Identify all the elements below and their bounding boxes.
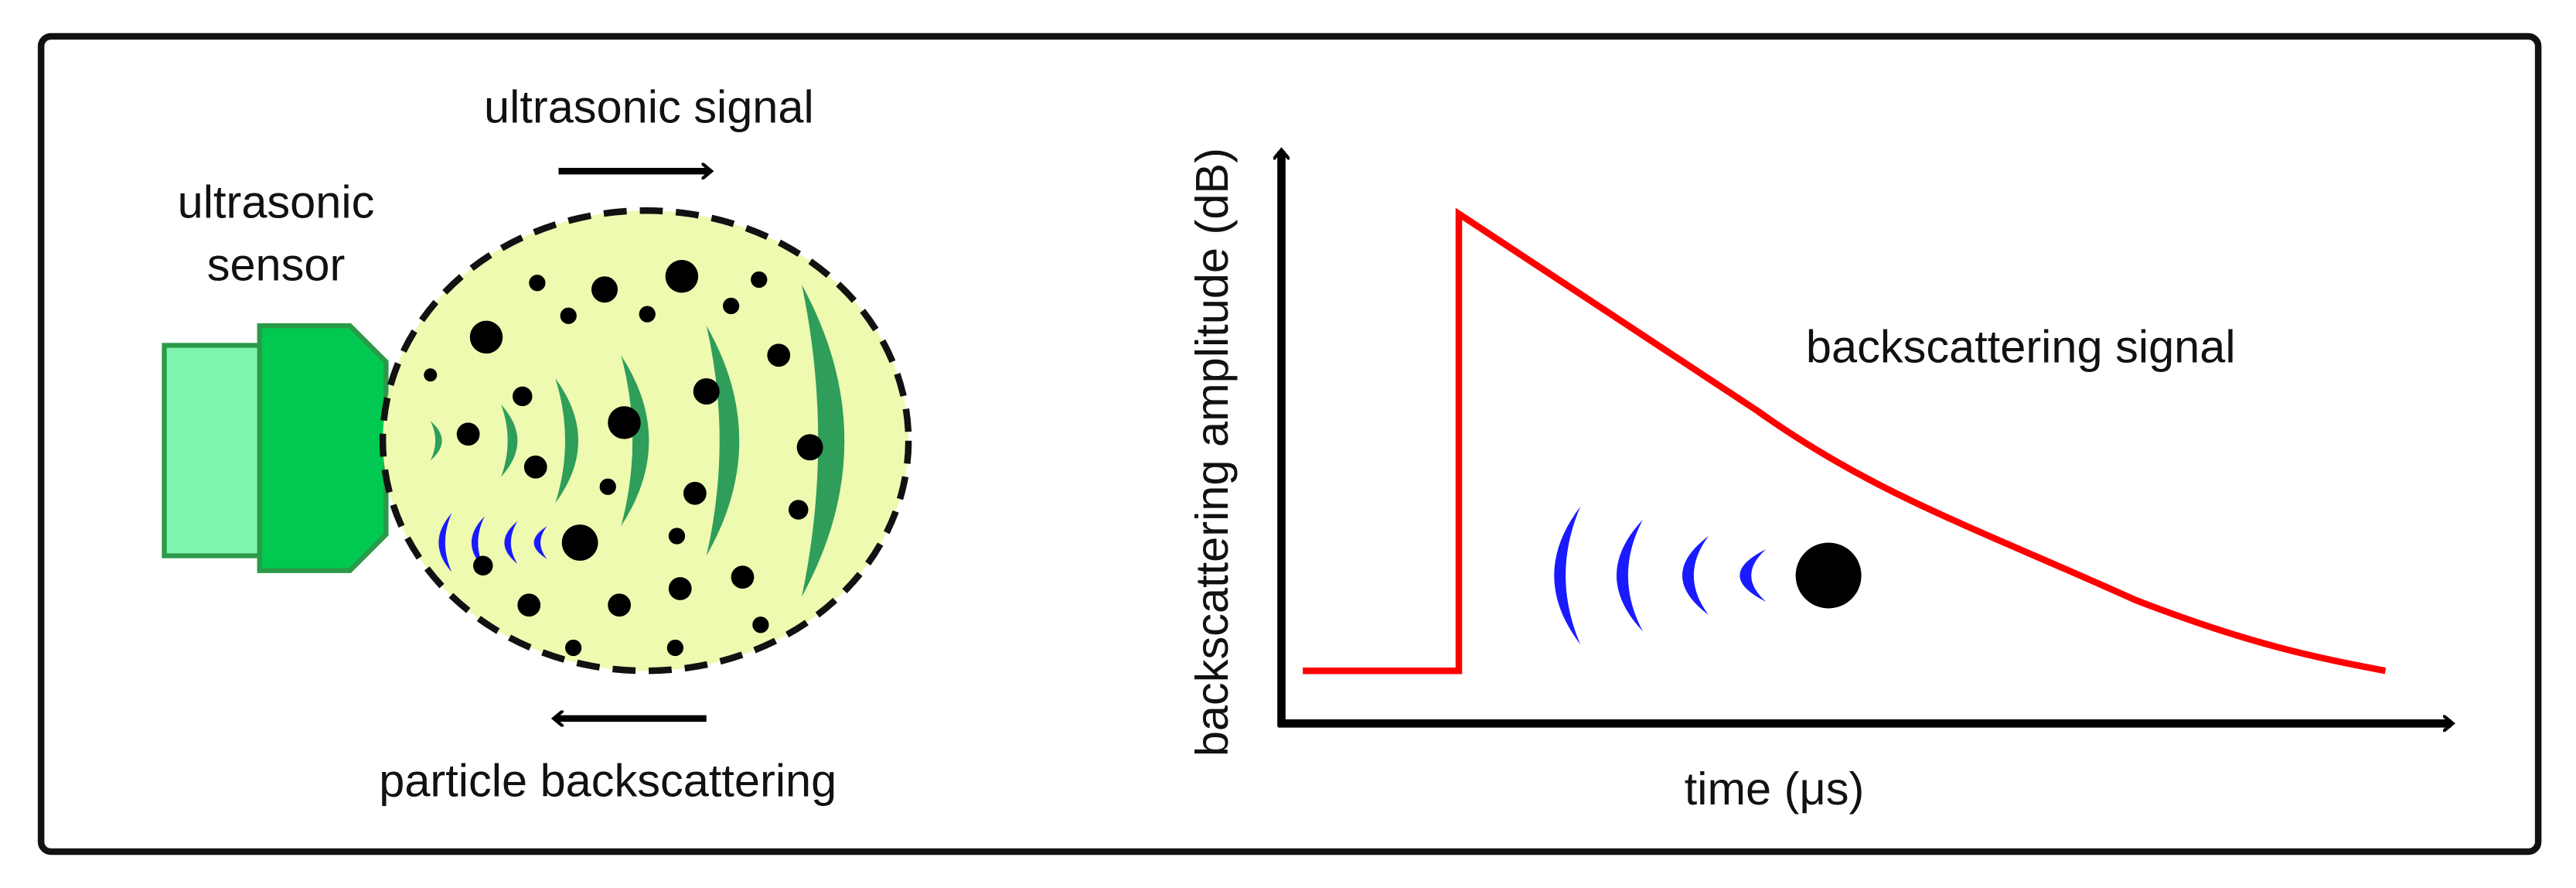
sensor-body	[162, 343, 266, 558]
particle	[560, 307, 577, 324]
x-axis-label: time (μs)	[1685, 763, 1865, 815]
wave-arc	[706, 326, 740, 556]
particle	[731, 565, 755, 589]
particle	[1795, 542, 1862, 609]
particle	[693, 378, 720, 405]
particle	[608, 406, 641, 439]
sensor-head	[257, 323, 389, 573]
echo-arc	[504, 521, 518, 565]
echo-arc	[1682, 536, 1709, 615]
echo-arc	[533, 526, 547, 559]
wave-arc	[802, 284, 845, 597]
particle	[517, 593, 541, 617]
particle	[469, 320, 503, 354]
particle	[767, 343, 791, 367]
particle	[473, 555, 493, 575]
particle	[796, 434, 823, 461]
particle	[639, 306, 656, 323]
particle	[608, 593, 631, 617]
particle	[561, 524, 598, 561]
particle	[723, 297, 740, 315]
echo-arc	[1617, 519, 1643, 632]
particle	[751, 271, 768, 289]
particle	[424, 368, 438, 382]
waves	[1554, 506, 1767, 645]
particle	[591, 276, 618, 303]
backscatter-label: particle backscattering	[379, 755, 837, 807]
particle	[665, 260, 699, 293]
particles-and-waves	[424, 260, 845, 657]
particle	[529, 275, 546, 292]
wave-arc	[555, 378, 578, 504]
particle	[666, 639, 683, 657]
wave-arc	[621, 355, 649, 527]
particle	[523, 455, 547, 479]
particle	[752, 616, 769, 634]
signal-curve	[1303, 207, 2387, 675]
echo-arc	[1554, 506, 1581, 645]
y-axis-label: backscattering amplitude (dB)	[1186, 148, 1238, 757]
wave-arc	[430, 421, 442, 461]
wave-arc	[501, 405, 518, 477]
particle	[565, 639, 582, 657]
particle	[456, 422, 480, 446]
particle	[599, 478, 616, 495]
signal-label: ultrasonic signal	[484, 80, 814, 132]
echo-arc	[438, 513, 452, 572]
particle	[668, 528, 686, 545]
echo-arc	[1739, 549, 1767, 602]
particle	[513, 386, 533, 407]
curve-label: backscattering signal	[1806, 321, 2236, 373]
sensor-label: sensor	[207, 238, 346, 290]
particle	[789, 500, 809, 520]
echo-arc	[471, 516, 485, 569]
sensor-label: ultrasonic	[178, 176, 375, 228]
particle	[668, 577, 692, 600]
particle	[683, 481, 707, 505]
